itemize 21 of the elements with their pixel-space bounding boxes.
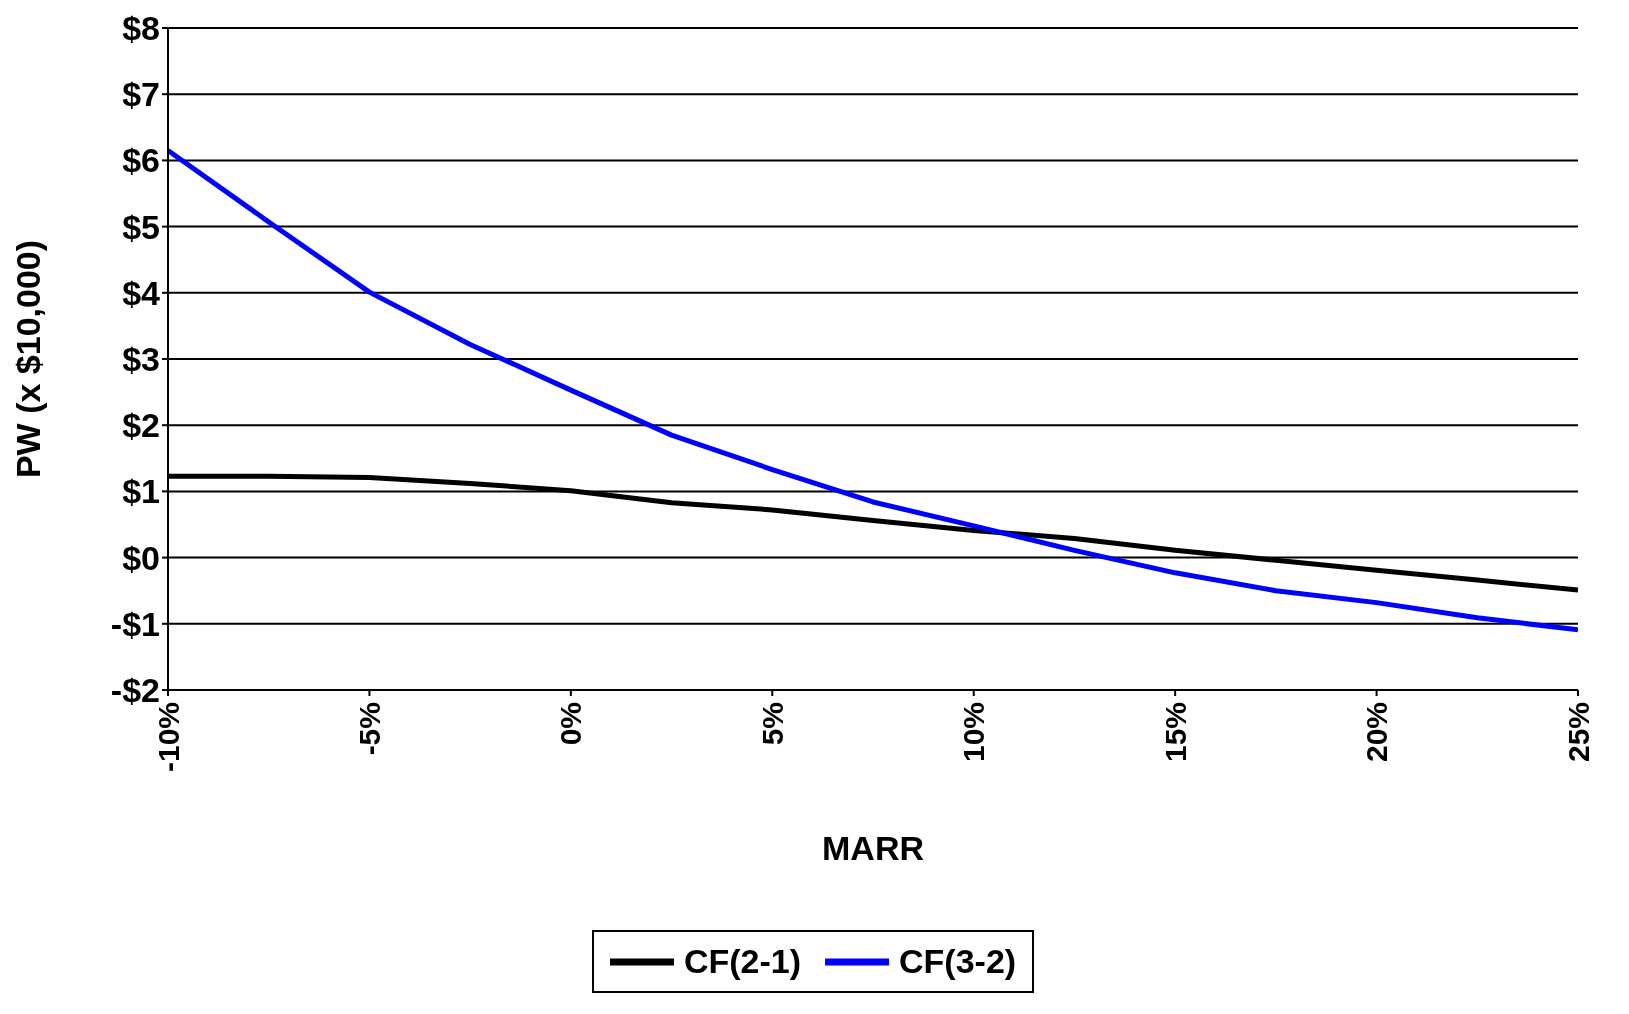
y-tick-label: $2 bbox=[122, 406, 160, 445]
y-tick-label: $5 bbox=[122, 207, 160, 246]
y-tick-label: $8 bbox=[122, 9, 160, 48]
y-tick-label: $3 bbox=[122, 340, 160, 379]
x-tick-label: 20% bbox=[1360, 702, 1394, 763]
x-tick-label: 0% bbox=[554, 702, 588, 746]
y-axis-title: PW (x $10,000) bbox=[9, 239, 48, 479]
y-tick-label: $6 bbox=[122, 141, 160, 180]
y-tick-label: $4 bbox=[122, 273, 161, 312]
x-tick-label: 10% bbox=[957, 702, 991, 763]
legend-label: CF(2-1) bbox=[683, 942, 801, 981]
y-tick-label: -$1 bbox=[110, 604, 160, 643]
x-tick-label: 5% bbox=[755, 702, 789, 746]
y-tick-label: $1 bbox=[122, 472, 160, 511]
legend-label: CF(3-2) bbox=[899, 942, 1017, 981]
y-tick-label: $7 bbox=[122, 75, 160, 114]
y-tick-label: $0 bbox=[122, 538, 160, 577]
x-tick-label: -5% bbox=[352, 702, 386, 756]
x-tick-label: 25% bbox=[1561, 702, 1595, 763]
x-axis-title: MARR bbox=[822, 829, 924, 867]
x-tick-label: 15% bbox=[1158, 702, 1192, 763]
